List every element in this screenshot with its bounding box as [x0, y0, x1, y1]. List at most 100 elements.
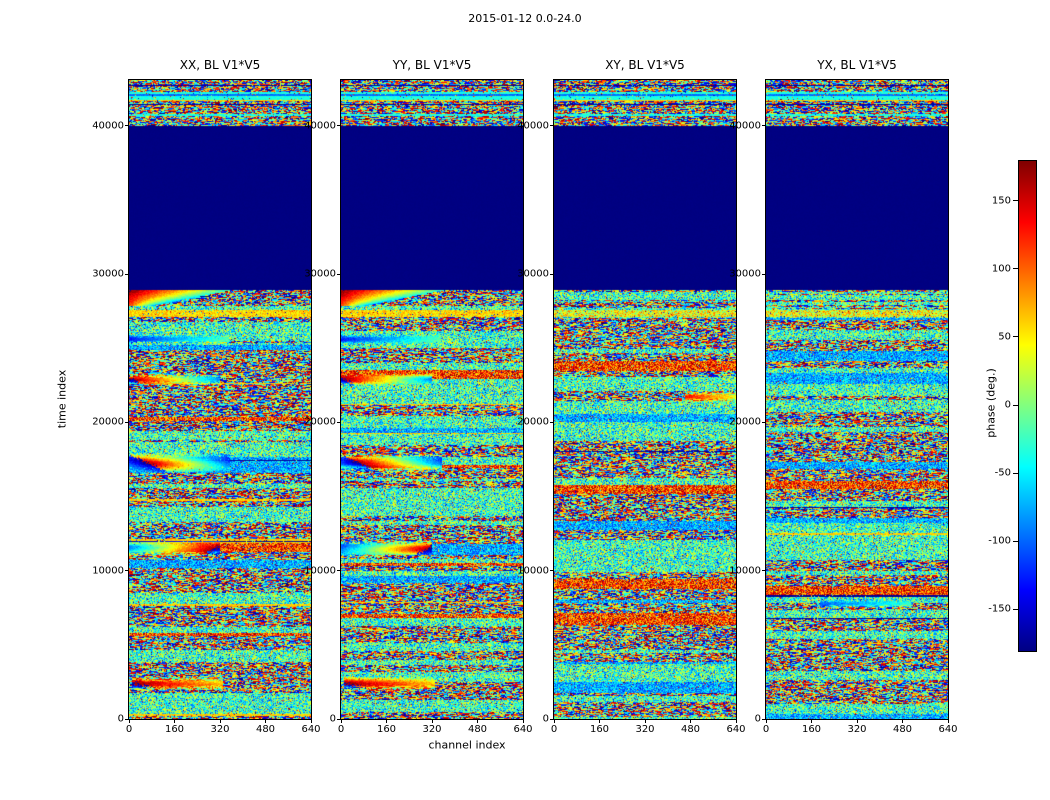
- x-tick: [644, 719, 646, 723]
- y-tick-label: 40000: [92, 120, 124, 132]
- subplot-yx: YX, BL V1*V5 0 160 320 480 640 0 10000 20000 300…: [729, 58, 957, 735]
- x-tick: [310, 719, 312, 723]
- y-tick: [550, 421, 554, 423]
- y-tick: [337, 125, 341, 127]
- y-tick: [125, 570, 129, 572]
- y-tick-label: 20000: [729, 416, 761, 428]
- y-tick-label: 10000: [92, 565, 124, 577]
- x-tick-label: 640: [513, 724, 533, 735]
- x-tick-label: 640: [301, 724, 321, 735]
- y-tick: [762, 273, 766, 275]
- y-tick-label: 20000: [304, 416, 336, 428]
- y-tick: [762, 718, 766, 720]
- colorbar-tick-label: -50: [994, 467, 1011, 479]
- y-tick-label: 30000: [92, 268, 124, 280]
- y-tick-label: 10000: [304, 565, 336, 577]
- x-tick-label: 0: [762, 724, 770, 735]
- x-tick: [219, 719, 221, 723]
- colorbar-label: phase (deg.): [984, 368, 998, 438]
- x-tick-label: 480: [467, 724, 488, 735]
- y-tick: [337, 273, 341, 275]
- x-tick-label: 0: [337, 724, 345, 735]
- y-tick: [550, 718, 554, 720]
- x-tick-label: 320: [635, 724, 655, 735]
- subplot-title: XY, BL V1*V5: [605, 58, 685, 72]
- y-tick-label: 10000: [729, 565, 761, 577]
- x-tick-label: 320: [422, 724, 442, 735]
- colorbar-tick: [1013, 200, 1018, 202]
- y-tick-label: 30000: [517, 268, 549, 280]
- colorbar-tick-label: 150: [991, 195, 1011, 207]
- y-tick: [125, 273, 129, 275]
- x-tick-label: 640: [938, 724, 958, 735]
- x-tick-label: 160: [164, 724, 185, 735]
- y-tick-label: 0: [329, 713, 336, 725]
- colorbar-tick: [1013, 404, 1018, 406]
- x-tick: [902, 719, 903, 723]
- x-tick: [386, 719, 387, 723]
- subplot-xy: XY, BL V1*V5 0 160 320 480 640 0 10000 20000 300…: [517, 58, 745, 735]
- y-tick-label: 30000: [729, 268, 761, 280]
- y-tick-label: 20000: [92, 416, 124, 428]
- colorbar-tick: [1013, 540, 1018, 542]
- y-tick: [762, 421, 766, 423]
- x-tick: [947, 719, 949, 723]
- y-tick-label: 40000: [517, 120, 549, 132]
- colorbar-tick: [1013, 472, 1018, 474]
- heatmap-canvas-yx: [766, 80, 948, 719]
- y-tick: [550, 273, 554, 275]
- x-tick: [431, 719, 433, 723]
- colorbar-tick-label: -100: [988, 535, 1011, 547]
- y-tick: [125, 125, 129, 127]
- x-tick-label: 480: [255, 724, 276, 735]
- y-tick-label: 40000: [304, 120, 336, 132]
- x-tick-label: 160: [376, 724, 397, 735]
- colorbar-tick-label: 0: [1004, 399, 1011, 411]
- x-tick: [477, 719, 478, 723]
- x-tick: [690, 719, 691, 723]
- x-tick: [599, 719, 600, 723]
- x-tick: [735, 719, 737, 723]
- x-axis-label: channel index: [428, 738, 506, 752]
- subplot-xx: XX, BL V1*V5 0 160 320 480 640 0 10000 20000 300…: [92, 58, 320, 735]
- x-tick: [174, 719, 175, 723]
- y-tick: [762, 570, 766, 572]
- colorbar-tick-label: 100: [991, 263, 1011, 275]
- x-tick: [128, 719, 130, 723]
- x-tick: [522, 719, 524, 723]
- y-tick-label: 10000: [517, 565, 549, 577]
- y-tick: [337, 421, 341, 423]
- heatmap-canvas-yy: [341, 80, 523, 719]
- y-axis-label: time index: [55, 369, 69, 429]
- y-tick-label: 0: [754, 713, 761, 725]
- y-tick: [550, 125, 554, 127]
- colorbar-tick: [1013, 336, 1018, 338]
- y-tick-label: 20000: [517, 416, 549, 428]
- figure-title: 2015-01-12 0.0-24.0: [468, 12, 582, 25]
- x-tick: [265, 719, 266, 723]
- y-tick: [762, 125, 766, 127]
- y-tick: [337, 570, 341, 572]
- x-tick-label: 0: [550, 724, 558, 735]
- y-tick: [337, 718, 341, 720]
- subplot-title: YX, BL V1*V5: [817, 58, 897, 72]
- x-tick: [553, 719, 555, 723]
- x-tick-label: 480: [680, 724, 701, 735]
- colorbar-gradient: [1018, 160, 1037, 652]
- x-tick-label: 0: [125, 724, 133, 735]
- colorbar-tick: [1013, 268, 1018, 270]
- colorbar-tick: [1013, 608, 1018, 610]
- colorbar-tick-label: 50: [998, 331, 1011, 343]
- y-tick: [550, 570, 554, 572]
- x-tick-label: 160: [801, 724, 822, 735]
- x-tick-label: 320: [210, 724, 230, 735]
- y-tick-label: 40000: [729, 120, 761, 132]
- x-tick-label: 480: [892, 724, 913, 735]
- y-tick: [125, 718, 129, 720]
- subplot-yy: YY, BL V1*V5 0 160 320 480 640 0 10000 20000 300…: [304, 58, 532, 735]
- y-tick-label: 0: [542, 713, 549, 725]
- y-tick-label: 0: [117, 713, 124, 725]
- x-tick: [340, 719, 342, 723]
- x-tick: [856, 719, 858, 723]
